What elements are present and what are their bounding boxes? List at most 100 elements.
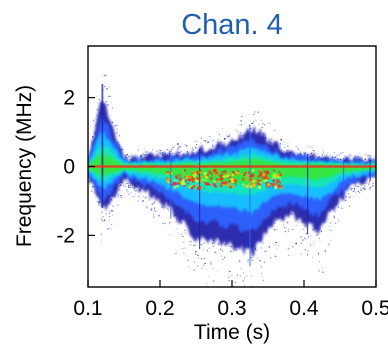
spectrogram-noise-point [168,210,170,211]
spectrogram-hotspot [192,185,196,188]
spectrogram-noise-point [242,135,244,137]
spectrogram-hotspot [207,183,212,186]
spectrogram-noise-point [307,250,309,251]
spectrogram-noise-point [123,153,125,155]
spectrogram-noise-point [111,102,113,104]
spectrogram-noise-point [303,151,305,153]
spectrogram-noise-point [138,195,140,197]
spectrogram-noise-point [274,129,276,131]
spectrogram-noise-point [305,153,307,155]
spectrogram-noise-point [93,119,95,121]
spectrogram-noise-point [360,189,362,191]
spectrogram-noise-point [287,221,289,224]
spectrogram-hotspot [266,176,270,180]
spectrogram-hotspot [166,180,170,184]
spectrogram-hotspot [203,172,207,176]
spectrogram-noise-point [120,184,122,187]
spectrogram-noise-point [261,275,263,277]
spectrogram-noise-point [337,221,340,223]
spectrogram-noise-point [118,194,120,196]
spectrogram-noise-point [178,146,180,148]
spectrogram-noise-point [150,209,153,211]
spectrogram-noise-point [241,248,243,251]
spectrogram-noise-point [340,159,342,161]
spectrogram-noise-point [194,244,196,246]
spectrogram-noise-point [121,197,122,199]
spectrogram-hotspot [175,176,178,180]
spectrogram-noise-point [260,260,262,263]
spectrogram-hotspot [197,185,202,189]
spectrogram-noise-point [180,234,182,236]
spectrogram-noise-point [258,124,260,126]
spectrogram-noise-point [354,183,356,185]
y-axis-label: Frequency (MHz) [13,85,36,247]
spectrogram-noise-point [371,179,373,181]
spectrogram-noise-point [92,185,94,188]
spectrogram-noise-point [358,157,360,159]
spectrogram-noise-point [323,150,324,152]
spectrogram-hotspot [185,175,190,179]
spectrogram-hotspot [242,177,245,181]
spectrogram-noise-point [203,258,205,259]
spectrogram-noise-point [182,248,184,250]
spectrogram-noise-point [111,199,113,201]
spectrogram-noise-point [251,123,253,124]
spectrogram-hotspot [242,183,245,186]
spectrogram-noise-point [98,99,100,100]
spectrogram-noise-point [350,159,352,161]
spectrogram-hotspot [266,169,269,173]
spectrogram-noise-point [175,220,177,223]
spectrogram-noise-point [151,203,154,206]
spectrogram-noise-point [187,151,188,153]
spectrogram-noise-point [349,188,351,190]
spectrogram-noise-point [142,153,144,155]
spectrogram-noise-point [330,221,332,224]
spectrogram-noise-point [333,152,335,154]
spectrogram-noise-point [100,205,102,207]
spectrogram-noise-point [261,131,263,133]
spectrogram-noise-point [287,145,289,147]
spectrogram-hotspot [227,176,232,179]
spectrogram-noise-point [280,139,282,141]
spectrogram-noise-point [330,240,332,241]
spectrogram-noise-point [295,242,297,245]
spectrogram-noise-point [268,137,270,139]
spectrogram-noise-point [300,242,302,244]
spectrogram-hotspot [226,172,231,176]
spectrogram-noise-point [204,263,206,264]
spectrogram-hotspot [194,177,197,181]
spectrogram-noise-point [146,207,148,209]
spectrogram-noise-point [337,157,338,159]
spectrogram-noise-point [204,140,207,142]
spectrogram-noise-point [130,185,132,186]
spectrogram-hotspot [219,173,224,177]
spectrogram-hotspot [264,179,269,182]
spectrogram-noise-point [115,125,117,127]
spectrogram-noise-point [333,215,335,218]
spectrogram-noise-point [304,237,305,239]
spectrogram-noise-point [159,150,162,152]
spectrogram-noise-point [176,218,178,221]
spectrogram-noise-point [126,189,128,191]
spectrogram-hotspot [252,184,255,187]
spectrogram-noise-point [128,155,130,157]
spectrogram-noise-point [140,154,142,156]
spectrogram-noise-point [118,188,120,190]
spectrogram-noise-point [334,217,335,219]
spectrogram-noise-point [136,187,138,189]
spectrogram-noise-point [278,245,279,247]
spectrogram-noise-point [119,190,121,191]
spectrogram-noise-point [206,143,208,145]
spectrogram-noise-point [192,149,194,151]
spectrogram-noise-point [255,127,257,129]
spectrogram-noise-point [230,246,233,248]
spectrogram-noise-point [311,155,313,157]
spectrogram-noise-point [251,285,253,287]
spectrogram-noise-point [305,238,307,240]
spectrogram-hotspot [175,185,180,188]
spectrogram-noise-point [124,155,126,157]
spectrogram-noise-point [322,267,324,269]
spectrogram-noise-point [150,209,152,211]
spectrogram-noise-point [125,188,127,190]
spectrogram-noise-point [228,271,231,273]
